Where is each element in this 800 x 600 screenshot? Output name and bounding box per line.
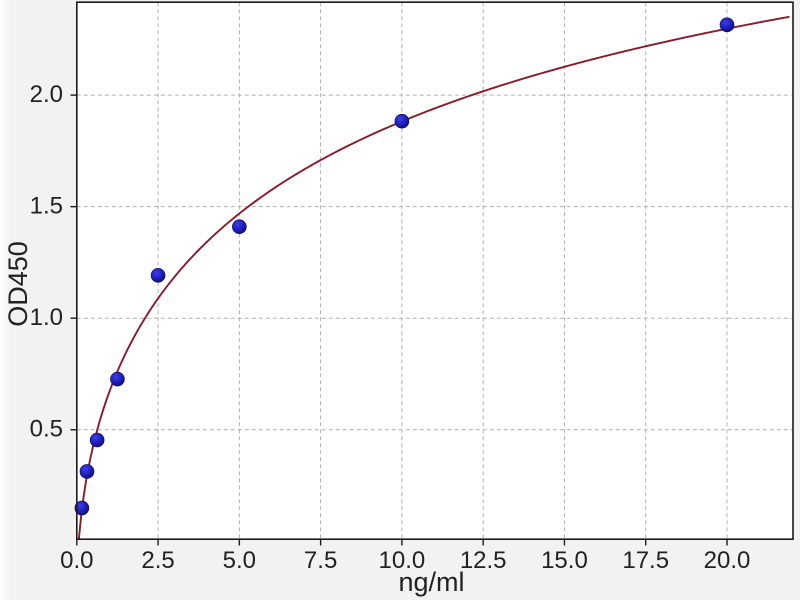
- svg-text:OD450: OD450: [3, 241, 33, 327]
- svg-text:17.5: 17.5: [622, 547, 669, 574]
- svg-text:0.5: 0.5: [30, 416, 63, 443]
- svg-text:2.0: 2.0: [30, 81, 63, 108]
- svg-text:15.0: 15.0: [541, 547, 588, 574]
- svg-text:1.5: 1.5: [30, 192, 63, 219]
- svg-text:7.5: 7.5: [304, 547, 337, 574]
- svg-text:1.0: 1.0: [30, 304, 63, 331]
- svg-text:20.0: 20.0: [704, 547, 751, 574]
- svg-text:5.0: 5.0: [223, 547, 256, 574]
- svg-text:ng/ml: ng/ml: [398, 567, 464, 597]
- svg-text:0.0: 0.0: [60, 547, 93, 574]
- svg-text:2.5: 2.5: [141, 547, 174, 574]
- svg-text:12.5: 12.5: [460, 547, 507, 574]
